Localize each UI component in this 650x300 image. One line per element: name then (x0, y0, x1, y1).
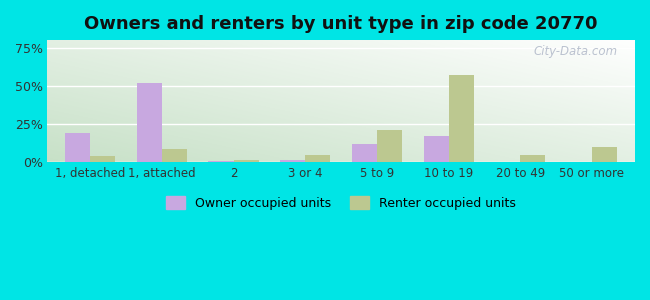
Bar (209, 161, 233, 162)
Bar (136, 83, 162, 162)
Legend: Owner occupied units, Renter occupied units: Owner occupied units, Renter occupied un… (161, 191, 521, 215)
Bar (377, 130, 402, 162)
Bar (424, 136, 448, 162)
Bar (90, 156, 115, 162)
Bar (448, 75, 474, 162)
Bar (592, 147, 617, 162)
Bar (233, 160, 259, 162)
Bar (162, 148, 187, 162)
Title: Owners and renters by unit type in zip code 20770: Owners and renters by unit type in zip c… (84, 15, 598, 33)
Bar (306, 155, 330, 162)
Bar (520, 155, 545, 162)
Bar (280, 160, 305, 162)
Bar (65, 133, 90, 162)
Bar (352, 144, 377, 162)
Text: City-Data.com: City-Data.com (533, 45, 618, 58)
